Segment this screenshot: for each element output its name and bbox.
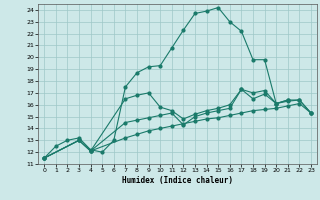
X-axis label: Humidex (Indice chaleur): Humidex (Indice chaleur) [122, 176, 233, 185]
